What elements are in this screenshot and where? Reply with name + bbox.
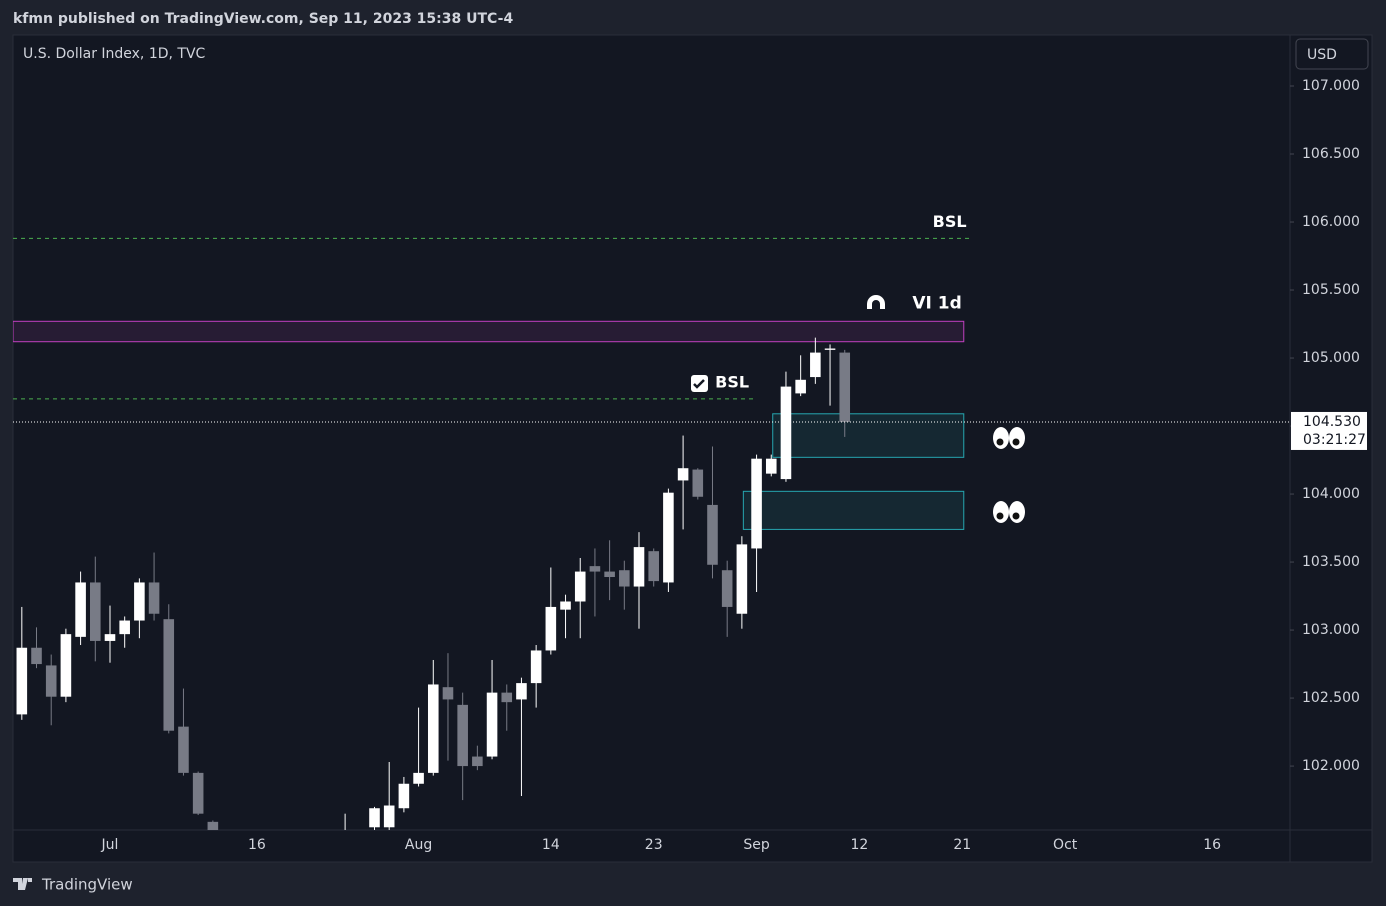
candle-body	[383, 805, 395, 828]
candle-body	[75, 582, 86, 637]
candle-body	[457, 704, 468, 767]
candle-body	[736, 544, 748, 614]
x-tick-label: 16	[248, 837, 266, 853]
candle-body	[486, 692, 498, 757]
candle-body	[663, 492, 674, 583]
candle-body	[824, 348, 836, 350]
candle-body	[545, 606, 557, 651]
candle-body	[721, 570, 733, 607]
candle-body	[795, 379, 806, 394]
check-icon	[691, 375, 708, 392]
logo: TradingView	[13, 876, 133, 894]
level-label: BSL	[933, 212, 967, 231]
candle-body	[516, 683, 527, 700]
candle-body	[207, 821, 219, 830]
x-tick-label: Jul	[101, 837, 119, 853]
zone	[772, 413, 965, 458]
x-tick-label: 16	[1203, 837, 1221, 853]
y-tick-label: 102.000	[1302, 758, 1360, 774]
candle-body	[574, 571, 586, 602]
candle-body	[560, 601, 571, 610]
x-tick-label: 12	[851, 837, 869, 853]
currency-button[interactable]	[1295, 38, 1369, 70]
y-tick-label: 103.000	[1302, 622, 1360, 638]
candle-body	[398, 783, 410, 809]
y-tick-label: 105.000	[1302, 350, 1360, 366]
candle-body	[427, 684, 439, 773]
candle-body	[589, 566, 601, 572]
candle-body	[648, 551, 659, 582]
candle-body	[104, 634, 116, 641]
eyes-icon	[993, 427, 1025, 449]
candle-body	[442, 687, 454, 700]
candle-body	[16, 647, 28, 715]
magnet-icon	[867, 295, 885, 309]
candle-body	[751, 458, 762, 549]
candle-body	[192, 772, 204, 814]
x-tick-label: Sep	[743, 837, 770, 853]
candle-body	[839, 352, 851, 422]
candle-body	[810, 352, 821, 378]
countdown: 03:21:27	[1303, 432, 1366, 448]
zone	[13, 320, 965, 343]
candle-body	[501, 692, 513, 703]
plot	[13, 237, 973, 830]
candle-body	[60, 634, 72, 697]
x-tick-label: Aug	[405, 837, 432, 853]
header: kfmn published on TradingView.com, Sep 1…	[13, 11, 513, 27]
candle-body	[45, 665, 57, 697]
currency: USD	[1307, 47, 1337, 63]
chart-panel	[12, 34, 1373, 863]
chart-title: U.S. Dollar Index, 1D, TVC	[23, 46, 206, 62]
y-tick-label: 102.500	[1302, 690, 1360, 706]
y-tick-label: 107.000	[1302, 78, 1360, 94]
candle-body	[134, 582, 145, 621]
candle-body	[677, 468, 689, 481]
zone	[742, 490, 965, 530]
candle-body	[119, 620, 130, 635]
candle-body	[780, 386, 792, 480]
y-tick-label: 104.000	[1302, 486, 1360, 502]
candle-body	[633, 547, 645, 587]
candle-body	[163, 619, 175, 731]
candle-body	[765, 458, 777, 474]
y-tick-label: 103.500	[1302, 554, 1360, 570]
x-tick-label: 14	[542, 837, 560, 853]
x-tick-label: 21	[953, 837, 971, 853]
eyes-icon	[993, 501, 1025, 523]
candle-body	[31, 647, 42, 665]
y-tick-label: 105.500	[1302, 282, 1360, 298]
candle-body	[707, 504, 718, 565]
y-tick-label: 106.000	[1302, 214, 1360, 230]
y-tick-label: 106.500	[1302, 146, 1360, 162]
candle-body	[692, 469, 704, 497]
footer: TradingView	[41, 876, 133, 894]
candle-body	[90, 582, 101, 641]
candle-body	[413, 772, 424, 784]
candle-body	[369, 808, 380, 828]
candle-body	[604, 571, 615, 578]
last-price-box	[1291, 411, 1367, 450]
candle-body	[530, 650, 542, 684]
x-tick-label: Oct	[1053, 837, 1078, 853]
candle-body	[148, 582, 160, 614]
candle-body	[619, 570, 630, 587]
zone-label: VI 1d	[912, 293, 961, 313]
candle-body	[472, 756, 483, 767]
last-price-label: 104.530	[1303, 414, 1361, 430]
candle-body	[178, 726, 189, 773]
x-tick-label: 23	[645, 837, 663, 853]
level-label: BSL	[715, 372, 749, 391]
